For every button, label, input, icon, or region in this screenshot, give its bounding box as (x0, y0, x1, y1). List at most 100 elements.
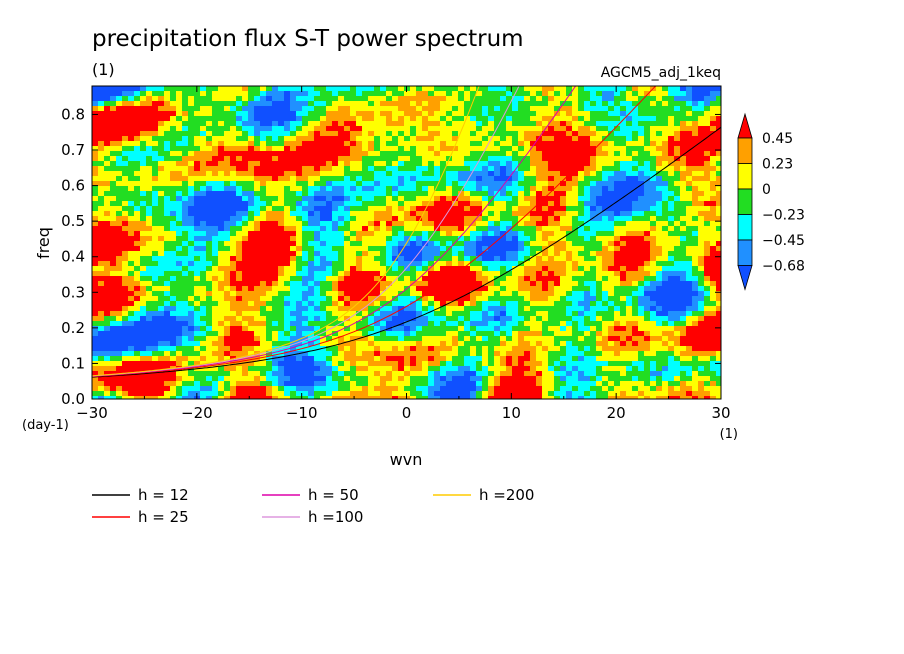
heatmap-cell (176, 96, 183, 102)
heatmap-cell (482, 266, 489, 272)
heatmap-cell (164, 211, 171, 217)
heatmap-cell (284, 186, 291, 192)
heatmap-cell (440, 251, 447, 257)
heatmap-cell (134, 321, 141, 327)
heatmap-cell (368, 261, 375, 267)
heatmap-cell (650, 206, 657, 212)
heatmap-cell (518, 161, 525, 167)
heatmap-cell (422, 301, 429, 307)
heatmap-cell (320, 221, 327, 227)
heatmap-cell (398, 266, 405, 272)
heatmap-cell (110, 131, 117, 137)
heatmap-cell (392, 316, 399, 322)
heatmap-cell (542, 301, 549, 307)
heatmap-cell (326, 196, 333, 202)
heatmap-cell (230, 166, 237, 172)
heatmap-cell (602, 221, 609, 227)
heatmap-cell (692, 201, 699, 207)
heatmap-cell (668, 206, 675, 212)
heatmap-cell (218, 221, 225, 227)
heatmap-cell (110, 221, 117, 227)
heatmap-cell (260, 266, 267, 272)
heatmap-cell (338, 216, 345, 222)
heatmap-cell (710, 156, 717, 162)
heatmap-cell (482, 196, 489, 202)
heatmap-cell (482, 221, 489, 227)
heatmap-cell (410, 241, 417, 247)
heatmap-cell (686, 206, 693, 212)
heatmap-cell (170, 91, 177, 97)
heatmap-cell (452, 281, 459, 287)
heatmap-cell (188, 186, 195, 192)
heatmap-cell (440, 226, 447, 232)
heatmap-cell (308, 136, 315, 142)
heatmap-cell (392, 166, 399, 172)
heatmap-cell (380, 206, 387, 212)
heatmap-cell (602, 246, 609, 252)
heatmap-cell (482, 181, 489, 187)
heatmap-cell (710, 211, 717, 217)
heatmap-cell (716, 166, 721, 172)
heatmap-cell (116, 266, 123, 272)
heatmap-cell (218, 141, 225, 147)
heatmap-cell (266, 91, 273, 97)
heatmap-cell (518, 156, 525, 162)
heatmap-cell (686, 156, 693, 162)
heatmap-cell (566, 211, 573, 217)
heatmap-cell (512, 306, 519, 312)
heatmap-cell (362, 161, 369, 167)
heatmap-cell (386, 166, 393, 172)
heatmap-cell (530, 171, 537, 177)
heatmap-cell (116, 311, 123, 317)
heatmap-cell (284, 281, 291, 287)
heatmap-cell (338, 316, 345, 322)
heatmap-cell (668, 116, 675, 122)
heatmap-cell (158, 241, 165, 247)
heatmap-cell (260, 201, 267, 207)
heatmap-cell (266, 256, 273, 262)
heatmap-cell (656, 111, 663, 117)
heatmap-cell (698, 121, 705, 127)
heatmap-cell (494, 156, 501, 162)
heatmap-cell (122, 261, 129, 267)
heatmap-cell (134, 206, 141, 212)
heatmap-cell (320, 291, 327, 297)
heatmap-cell (152, 281, 159, 287)
heatmap-cell (110, 276, 117, 282)
heatmap-cell (278, 221, 285, 227)
heatmap-cell (380, 291, 387, 297)
heatmap-cell (230, 101, 237, 107)
heatmap-cell (410, 261, 417, 267)
heatmap-cell (290, 101, 297, 107)
heatmap-cell (578, 126, 585, 132)
heatmap-cell (344, 261, 351, 267)
heatmap-cell (344, 191, 351, 197)
heatmap-cell (524, 311, 531, 317)
heatmap-cell (158, 126, 165, 132)
heatmap-cell (590, 286, 597, 292)
heatmap-cell (296, 316, 303, 322)
heatmap-cell (698, 286, 705, 292)
heatmap-cell (710, 136, 717, 142)
heatmap-cell (140, 171, 147, 177)
heatmap-cell (392, 216, 399, 222)
heatmap-cell (656, 281, 663, 287)
heatmap-cell (572, 311, 579, 317)
heatmap-cell (368, 286, 375, 292)
heatmap-cell (650, 116, 657, 122)
heatmap-cell (332, 191, 339, 197)
heatmap-cell (212, 281, 219, 287)
heatmap-cell (620, 186, 627, 192)
heatmap-cell (320, 86, 327, 92)
heatmap-cell (128, 136, 135, 142)
heatmap-cell (668, 301, 675, 307)
heatmap-cell (266, 141, 273, 147)
heatmap-cell (134, 181, 141, 187)
heatmap-cell (704, 91, 711, 97)
heatmap-cell (470, 196, 477, 202)
heatmap-cell (308, 126, 315, 132)
heatmap-cell (572, 251, 579, 257)
heatmap-cell (272, 271, 279, 277)
heatmap-cell (410, 311, 417, 317)
heatmap-cell (104, 96, 111, 102)
